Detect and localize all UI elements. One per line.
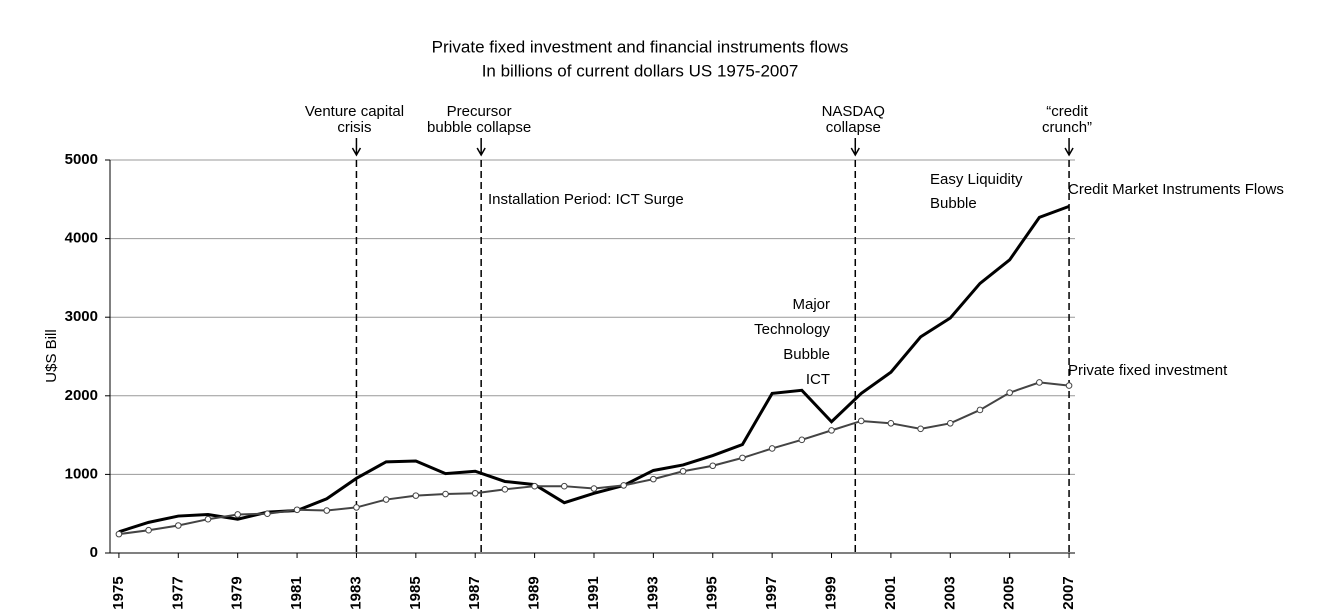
series-point (976, 406, 984, 414)
event-arrow (476, 138, 486, 157)
x-tick-label: 2007 (1060, 576, 1077, 609)
series-point (412, 492, 420, 499)
series-point (798, 436, 806, 444)
y-tick-label: 1000 (65, 465, 98, 482)
x-tick-label: 1979 (229, 576, 246, 609)
event-label: “credit (1046, 103, 1089, 120)
x-tick-label: 1983 (347, 576, 364, 609)
series-point (264, 510, 271, 518)
x-tick-label: 2005 (1001, 576, 1018, 609)
x-tick-label: 2003 (941, 576, 958, 609)
series-point (946, 420, 954, 427)
series-point (174, 522, 182, 529)
x-tick-label: 1975 (110, 576, 127, 609)
series-point (560, 482, 568, 490)
chart-subtitle: In billions of current dollars US 1975-2… (482, 61, 799, 80)
x-tick-label: 1999 (822, 576, 839, 609)
event-arrow (850, 138, 860, 157)
series-point (650, 475, 657, 483)
event-label: bubble collapse (427, 119, 531, 136)
series-point (115, 530, 123, 538)
annotation: Installation Period: ICT Surge (488, 191, 684, 208)
x-tick-label: 1997 (763, 576, 780, 609)
series-point (1036, 379, 1043, 386)
series-point (204, 515, 212, 523)
x-tick-label: 1995 (704, 576, 721, 609)
y-tick-label: 5000 (65, 151, 98, 168)
y-tick-label: 0 (90, 544, 98, 561)
series-point (828, 427, 835, 434)
y-tick-label: 3000 (65, 308, 98, 325)
annotation: Bubble (783, 346, 830, 363)
series-point (887, 420, 895, 427)
legend-label: Credit Market Instruments Flows (1068, 181, 1284, 198)
series-point (590, 485, 598, 492)
y-axis-label: U$S Bill (43, 329, 60, 382)
series-point (620, 482, 627, 489)
x-tick-label: 1985 (407, 576, 424, 609)
series-point (531, 482, 538, 490)
event-label: collapse (826, 119, 881, 136)
annotation: ICT (806, 371, 830, 388)
series-line (118, 204, 1070, 534)
y-tick-label: 2000 (65, 387, 98, 404)
x-tick-label: 1981 (288, 576, 305, 609)
legend-label: Private fixed investment (1068, 362, 1228, 379)
event-label: NASDAQ (822, 103, 885, 120)
series-point (471, 489, 479, 497)
series-point (353, 504, 360, 511)
annotation: Easy Liquidity (930, 171, 1023, 188)
series-point (1006, 389, 1013, 396)
series-point (709, 462, 717, 470)
x-tick-label: 1987 (466, 576, 483, 609)
annotation: Bubble (930, 195, 977, 212)
series-line (118, 381, 1070, 536)
x-tick-label: 1977 (169, 576, 186, 609)
y-tick-label: 4000 (65, 230, 98, 247)
event-arrow (1064, 138, 1074, 157)
x-tick-label: 1993 (644, 576, 661, 609)
annotation: Major (792, 296, 830, 313)
event-arrow (351, 138, 362, 157)
series-point (145, 526, 152, 534)
series-point (768, 445, 776, 452)
x-tick-label: 2001 (882, 576, 899, 609)
event-label: crunch” (1042, 119, 1092, 136)
series-point (501, 486, 509, 493)
event-label: Venture capital (305, 103, 404, 120)
annotation: Technology (754, 321, 830, 338)
event-label: Precursor (447, 103, 512, 120)
series-point (739, 454, 746, 462)
series-point (382, 496, 390, 503)
series-point (442, 490, 449, 498)
series-point (323, 507, 331, 514)
series-point (293, 506, 301, 514)
event-label: crisis (337, 119, 371, 136)
series-point (679, 467, 687, 475)
series-point (1065, 382, 1073, 389)
x-tick-label: 1989 (526, 576, 543, 609)
chart-title: Private fixed investment and financial i… (432, 37, 849, 56)
x-tick-label: 1991 (585, 576, 602, 609)
series-point (234, 511, 241, 518)
series-point (917, 425, 924, 433)
series-point (857, 417, 865, 425)
